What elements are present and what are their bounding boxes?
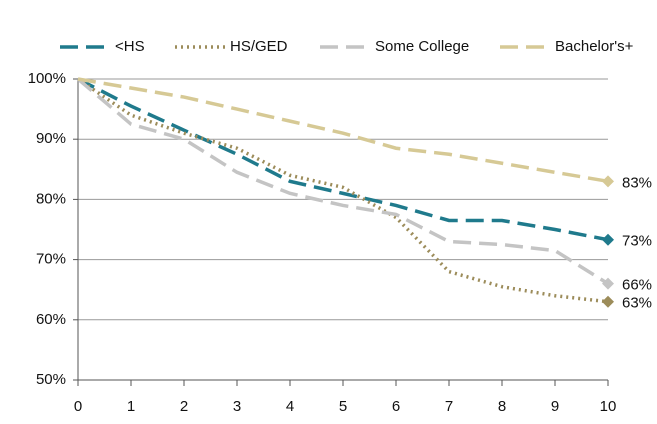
end-marker (602, 233, 614, 246)
end-marker (602, 175, 614, 188)
value-label: 83% (622, 174, 652, 191)
y-tick-label: 80% (36, 190, 66, 207)
value-label: 63% (622, 295, 652, 312)
x-tick-label: 1 (127, 398, 135, 415)
y-tick-label: 90% (36, 130, 66, 147)
value-label: 73% (622, 233, 652, 250)
x-tick-label: 9 (551, 398, 559, 415)
end-marker (602, 277, 614, 290)
x-tick-label: 10 (600, 398, 617, 415)
x-tick-label: 4 (286, 398, 294, 415)
line (76, 77, 609, 286)
y-tick-label: 60% (36, 311, 66, 328)
y-tick-label: 100% (28, 70, 66, 87)
x-tick-label: 6 (392, 398, 400, 415)
x-tick-label: 7 (445, 398, 453, 415)
y-tick-label: 70% (36, 251, 66, 268)
legend-label: HS/GED (230, 38, 288, 55)
end-marker (602, 295, 614, 308)
legend-label: <HS (115, 38, 145, 55)
line (77, 77, 609, 304)
legend-label: Some College (375, 38, 469, 55)
line (77, 77, 609, 184)
value-label: 66% (622, 277, 652, 294)
x-tick-label: 5 (339, 398, 347, 415)
x-tick-label: 3 (233, 398, 241, 415)
x-tick-label: 0 (74, 398, 82, 415)
x-tick-label: 2 (180, 398, 188, 415)
line (77, 77, 609, 242)
y-tick-label: 50% (36, 371, 66, 388)
x-tick-label: 8 (498, 398, 506, 415)
legend-label: Bachelor's+ (555, 38, 634, 55)
